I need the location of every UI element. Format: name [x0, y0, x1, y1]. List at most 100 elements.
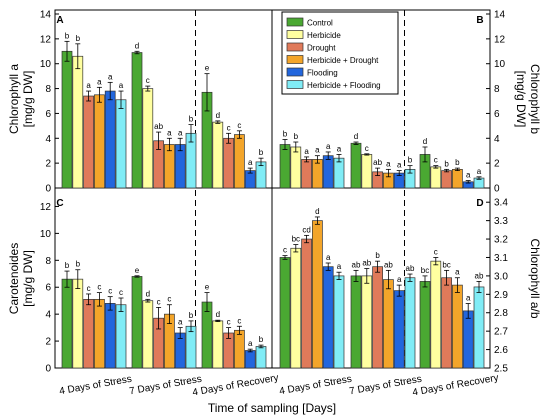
tick-label-b: 2	[494, 159, 500, 170]
group-label-7-days-of-stress: 7 Days of Stress	[128, 374, 202, 398]
significance-letter: b	[189, 311, 194, 320]
tick-label-c: 8	[45, 256, 51, 267]
bar-c-4-days-of-stress-flooding	[104, 303, 116, 369]
tick-label-d: 2.9	[494, 290, 508, 301]
bar-d-7-days-of-stress-herbicide	[361, 275, 373, 369]
significance-letter: c	[237, 121, 241, 130]
significance-letter: a	[97, 77, 102, 86]
bar-d-4-days-of-recovery-control	[419, 281, 431, 369]
tick-label-b: 12	[494, 34, 506, 45]
bar-b-4-days-of-stress-herbicide	[290, 146, 302, 189]
tick-label-a: 2	[45, 159, 51, 170]
legend-swatch-drought	[286, 42, 304, 52]
significance-letter: b	[76, 34, 81, 43]
significance-letter: b	[189, 115, 194, 124]
bar-b-4-days-of-recovery-herbicide	[430, 166, 442, 189]
tick-label-d: 3.4	[494, 198, 508, 209]
significance-letter: a	[86, 81, 91, 90]
bar-d-4-days-of-recovery-herbicide	[430, 260, 442, 369]
bar-a-4-days-of-stress-herbicide-drought	[94, 94, 105, 189]
bar-d-7-days-of-stress-control	[350, 275, 362, 369]
bar-a-4-days-of-recovery-herbicide	[212, 121, 224, 189]
significance-letter: c	[237, 316, 241, 325]
significance-letter: c	[434, 156, 438, 165]
bar-c-4-days-of-recovery-herbicide-flooding	[255, 346, 267, 369]
significance-letter: c	[87, 284, 91, 293]
legend-swatch-flooding	[286, 67, 304, 77]
bar-d-4-days-of-stress-herbicide-flooding	[333, 275, 345, 369]
significance-letter: e	[205, 64, 210, 73]
bar-b-4-days-of-stress-control	[279, 144, 291, 189]
significance-letter: e	[205, 283, 210, 292]
tick-label-d: 3.0	[494, 271, 508, 282]
bar-b-4-days-of-stress-herbicide-flooding	[333, 157, 345, 189]
bar-c-4-days-of-stress-herbicide-flooding	[115, 304, 127, 369]
significance-letter: b	[65, 31, 70, 40]
significance-letter: a	[477, 167, 482, 176]
significance-letter: cd	[302, 225, 310, 234]
tick-label-d: 2.6	[494, 345, 508, 356]
significance-letter: d	[216, 310, 220, 319]
y-axis-title-line-2: [mg/g DW]	[21, 71, 35, 128]
significance-letter: ab	[384, 260, 393, 269]
bar-b-4-days-of-recovery-drought	[441, 170, 452, 189]
group-label-7-days-of-stress: 7 Days of Stress	[348, 374, 422, 398]
tick-label-d: 3.1	[494, 253, 508, 264]
bar-d-4-days-of-stress-control	[279, 257, 291, 369]
tick-label-a: 10	[40, 59, 52, 70]
bar-b-4-days-of-stress-herbicide-drought	[312, 159, 323, 189]
bar-d-7-days-of-stress-drought	[372, 266, 383, 369]
legend-label-control: Control	[307, 19, 333, 28]
significance-letter: b	[408, 156, 413, 165]
significance-letter: d	[216, 111, 220, 120]
significance-letter: bc	[292, 235, 300, 244]
bar-c-4-days-of-recovery-flooding	[244, 350, 256, 369]
tick-label-a: 4	[45, 134, 51, 145]
significance-letter: c	[227, 318, 231, 327]
y-axis-title-line-1: Chlorophyll b	[528, 64, 542, 134]
tick-label-c: 10	[40, 229, 52, 240]
significance-letter: c	[167, 295, 171, 304]
significance-letter: a	[248, 158, 253, 167]
bar-b-7-days-of-stress-herbicide	[361, 154, 373, 189]
significance-letter: d	[354, 132, 358, 141]
significance-letter: a	[337, 144, 342, 153]
y-axis-title-line-1: Chlorophyll a	[7, 64, 21, 134]
significance-letter: bc	[442, 260, 450, 269]
significance-letter: a	[326, 142, 331, 151]
significance-letter: d	[315, 207, 319, 216]
tick-label-b: 0	[494, 184, 500, 195]
significance-letter: a	[455, 268, 460, 277]
significance-letter: ab	[406, 264, 415, 273]
bar-c-4-days-of-stress-drought	[83, 298, 94, 369]
significance-letter: c	[97, 283, 101, 292]
bar-c-4-days-of-stress-control	[61, 278, 73, 369]
significance-letter: a	[248, 339, 253, 348]
tick-label-a: 12	[40, 34, 52, 45]
significance-letter: a	[466, 171, 471, 180]
significance-letter: bc	[421, 266, 429, 275]
significance-letter: ab	[154, 122, 163, 131]
significance-letter: c	[227, 123, 231, 132]
y-axis-title-d: Chlorophyll a/b	[528, 238, 542, 318]
tick-label-a: 0	[45, 184, 51, 195]
significance-letter: a	[167, 128, 172, 137]
significance-letter: a	[119, 81, 124, 90]
group-label-4-days-of-recovery: 4 Days of Recovery	[192, 373, 280, 399]
significance-letter: c	[365, 144, 369, 153]
tick-label-c: 4	[45, 310, 51, 321]
bar-layer	[61, 40, 485, 369]
y-axis-title-a: Chlorophyll a[mg/g DW]	[7, 64, 35, 134]
bar-d-7-days-of-stress-herbicide-drought	[383, 279, 394, 369]
bar-b-4-days-of-stress-flooding	[322, 155, 334, 189]
significance-letter: a	[337, 262, 342, 271]
significance-letter: c	[434, 247, 438, 256]
bar-d-4-days-of-recovery-drought	[441, 277, 452, 369]
significance-letter: b	[294, 132, 299, 141]
bar-a-4-days-of-stress-flooding	[104, 90, 116, 189]
bar-d-4-days-of-recovery-herbicide-drought	[452, 284, 463, 369]
significance-letter: e	[135, 266, 140, 275]
legend-swatch-control	[286, 17, 304, 27]
tick-label-d: 2.7	[494, 327, 508, 338]
tick-label-d: 3.3	[494, 216, 508, 227]
